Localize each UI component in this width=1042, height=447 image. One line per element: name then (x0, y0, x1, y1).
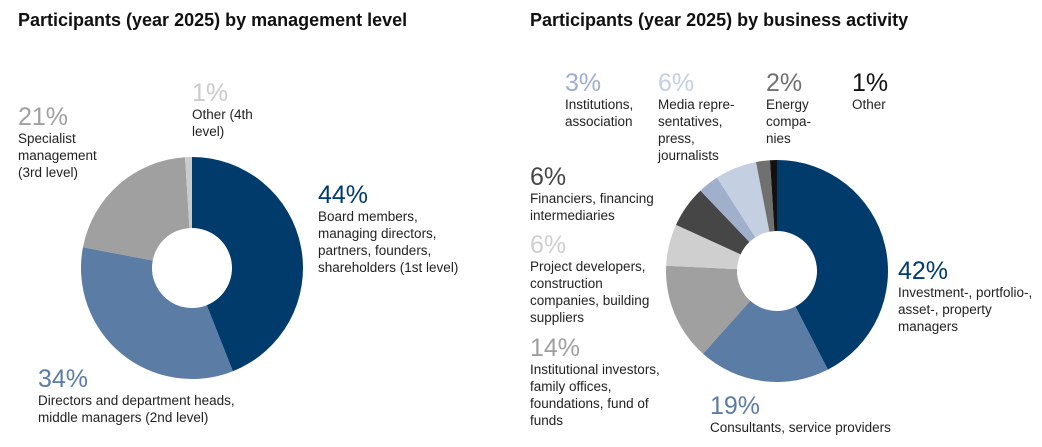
label-media: 6% Media repre-sentatives, press, journal… (658, 69, 735, 163)
label-3rd-level: 21% Specialist management (3rd level) (18, 103, 97, 180)
donut-business-slice-6 (716, 162, 770, 238)
label-4th-level: 1% Other (4th level) (192, 79, 253, 139)
donut-business-slice-4 (676, 190, 750, 255)
label-consultants: 19% Consultants, service providers (710, 392, 891, 435)
label-energy: 2% Energy compa-nies (766, 69, 812, 146)
donut-management-slice-3 (185, 157, 192, 229)
donut-business-slice-7 (755, 160, 775, 232)
chart-title-management: Participants (year 2025) by management l… (18, 10, 408, 30)
label-financiers: 6% Financiers, financing intermediaries (530, 163, 654, 223)
donut-business-slice-5 (700, 177, 756, 243)
label-investment-managers: 42% Investment-, portfolio-, asset-, prop… (898, 257, 1033, 334)
donut-management-slice-1 (80, 247, 233, 380)
label-institutional-investors: 14% Institutional investors, family offic… (530, 334, 660, 428)
donut-business-slice-2 (665, 265, 751, 354)
donut-management-slice-2 (82, 157, 190, 261)
label-1st-level: 44% Board members, managing directors, pa… (318, 181, 459, 275)
label-institutions: 3% Institutions, association (565, 69, 634, 129)
donut-business-slice-1 (702, 300, 828, 382)
donut-business-slice-0 (777, 160, 889, 370)
donut-management-slice-0 (192, 157, 304, 372)
label-other-business: 1% Other (852, 69, 889, 112)
label-project-developers: 6% Project developers, construction compa… (530, 231, 650, 325)
chart-title-business: Participants (year 2025) by business act… (530, 10, 909, 30)
donut-business-slice-8 (769, 160, 777, 232)
label-2nd-level: 34% Directors and department heads, middl… (38, 365, 235, 425)
donut-business-slice-3 (666, 224, 741, 270)
